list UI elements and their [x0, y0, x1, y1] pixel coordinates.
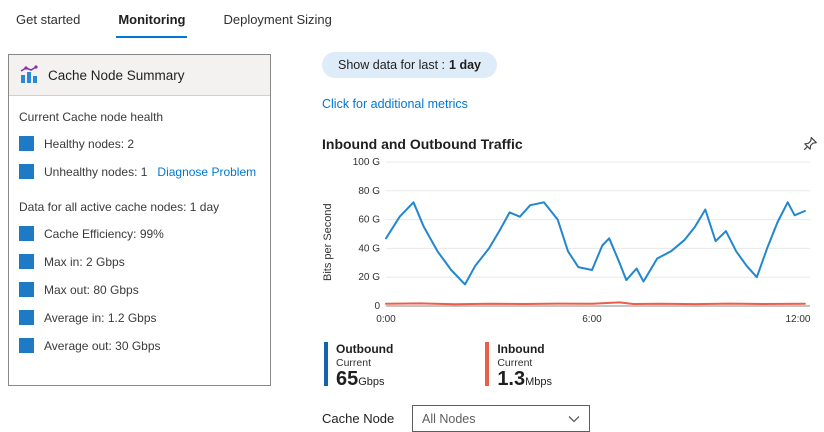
data-section-label: Data for all active cache nodes: 1 day [19, 200, 220, 214]
tab-monitoring[interactable]: Monitoring [116, 10, 188, 38]
chevron-down-icon [568, 415, 580, 423]
chart-title: Inbound and Outbound Traffic [322, 136, 523, 152]
tab-bar: Get started Monitoring Deployment Sizing [0, 0, 824, 38]
cache-node-summary-card: Cache Node Summary Current Cache node he… [8, 54, 271, 386]
legend-outbound-name: Outbound [336, 342, 394, 356]
unhealthy-nodes-icon [19, 164, 34, 179]
svg-text:0: 0 [374, 301, 380, 312]
svg-text:20 G: 20 G [358, 272, 380, 283]
max-out-row: Max out: 80 Gbps [19, 282, 260, 297]
unhealthy-nodes-row: Unhealthy nodes: 1 Diagnose Problem [19, 164, 260, 179]
legend-outbound-value: 65Gbps [336, 368, 385, 390]
tab-deployment-sizing[interactable]: Deployment Sizing [223, 12, 332, 27]
monitoring-panel: Show data for last : 1 day Click for add… [322, 52, 818, 432]
tab-get-started[interactable]: Get started [16, 12, 81, 27]
unhealthy-nodes-text: Unhealthy nodes: 1 [44, 164, 148, 179]
legend-outbound-sub: Current [336, 357, 372, 369]
cache-node-label: Cache Node [322, 411, 395, 426]
additional-metrics-link[interactable]: Click for additional metrics [322, 97, 468, 111]
average-out-row: Average out: 30 Gbps [19, 338, 260, 353]
max-in-row: Max in: 2 Gbps [19, 254, 260, 269]
average-out-icon [19, 338, 34, 353]
average-in-icon [19, 310, 34, 325]
svg-text:12:00: 12:00 [785, 314, 810, 325]
max-out-text: Max out: 80 Gbps [44, 282, 139, 297]
chart-legend: Outbound Current 65Gbps Inbound Current … [324, 342, 818, 392]
cache-node-dropdown-value: All Nodes [422, 411, 476, 426]
svg-text:0:00: 0:00 [376, 314, 396, 325]
svg-text:60 G: 60 G [358, 215, 380, 226]
legend-inbound-color-bar [485, 342, 490, 386]
average-out-text: Average out: 30 Gbps [44, 338, 161, 353]
legend-inbound-value: 1.3Mbps [497, 368, 553, 390]
legend-inbound-name: Inbound [497, 342, 545, 356]
average-in-text: Average in: 1.2 Gbps [44, 310, 157, 325]
pin-icon[interactable] [802, 136, 818, 152]
max-out-icon [19, 282, 34, 297]
card-title: Cache Node Summary [48, 67, 185, 83]
cache-efficiency-row: Cache Efficiency: 99% [19, 226, 260, 241]
legend-outbound: Outbound Current 65Gbps [324, 342, 393, 392]
svg-text:40 G: 40 G [358, 243, 380, 254]
cache-efficiency-icon [19, 226, 34, 241]
show-data-value: 1 day [449, 58, 481, 72]
healthy-nodes-text: Healthy nodes: 2 [44, 136, 135, 151]
max-in-icon [19, 254, 34, 269]
average-in-row: Average in: 1.2 Gbps [19, 310, 260, 325]
svg-text:80 G: 80 G [358, 186, 380, 197]
max-in-text: Max in: 2 Gbps [44, 254, 125, 269]
svg-text:6:00: 6:00 [582, 314, 602, 325]
health-section-label: Current Cache node health [19, 110, 164, 124]
show-data-label: Show data for last : [338, 58, 446, 72]
healthy-nodes-icon [19, 136, 34, 151]
svg-text:100 G: 100 G [353, 157, 380, 168]
legend-outbound-color-bar [324, 342, 328, 386]
diagnose-problem-link[interactable]: Diagnose Problem [157, 164, 257, 179]
healthy-nodes-row: Healthy nodes: 2 [19, 136, 260, 151]
card-header: Cache Node Summary [9, 55, 270, 96]
legend-inbound-sub: Current [497, 357, 533, 369]
legend-inbound: Inbound Current 1.3Mbps [485, 342, 552, 392]
traffic-chart: Bits per Second 100 G 80 G 60 G 40 G 20 G 0 0:… [322, 156, 818, 328]
bar-chart-icon [19, 65, 39, 85]
show-data-filter-pill[interactable]: Show data for last : 1 day [322, 52, 497, 78]
y-axis-label: Bits per Second [322, 203, 334, 281]
cache-efficiency-text: Cache Efficiency: 99% [44, 226, 164, 241]
traffic-chart-plot: 100 G 80 G 60 G 40 G 20 G 0 0:00 6:00 12:00 [353, 157, 811, 325]
